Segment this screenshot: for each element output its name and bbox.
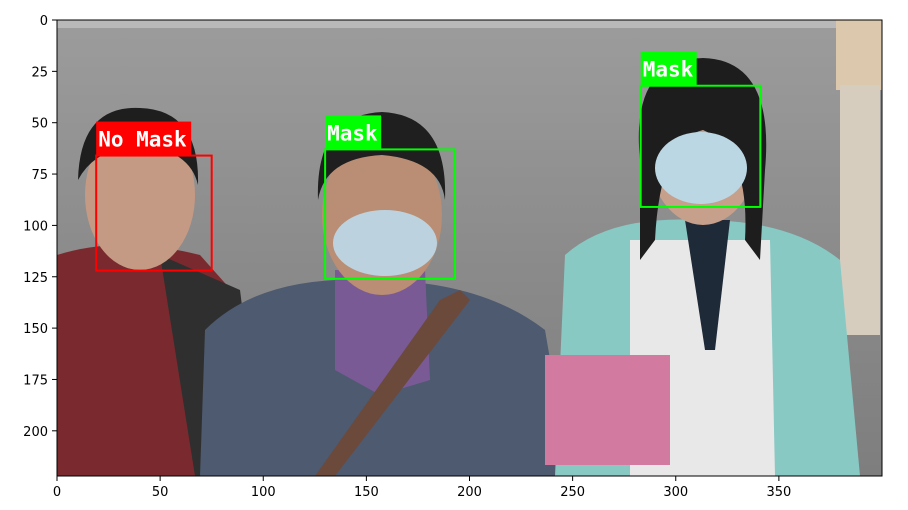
y-tick-label: 175 <box>23 373 48 388</box>
y-tick-label: 50 <box>31 117 48 132</box>
x-tick-label: 200 <box>457 485 482 500</box>
y-tick-label: 150 <box>23 322 48 337</box>
y-tick-label: 25 <box>31 65 48 80</box>
detection-label: No Mask <box>98 128 187 152</box>
x-tick-label: 100 <box>251 485 276 500</box>
detection-label-bg <box>640 51 697 86</box>
detection-label-bg <box>96 121 192 156</box>
x-tick-label: 300 <box>663 485 688 500</box>
y-tick-label: 100 <box>23 219 48 234</box>
y-tick-label: 0 <box>40 14 48 29</box>
detection-label-bg <box>325 115 382 150</box>
x-tick-label: 350 <box>766 485 791 500</box>
y-tick-label: 75 <box>31 168 48 183</box>
y-tick-label: 200 <box>23 425 48 440</box>
detection-label: Mask <box>327 121 378 145</box>
x-tick-label: 150 <box>354 485 379 500</box>
street-photo <box>57 20 882 476</box>
detection-label: Mask <box>643 58 694 82</box>
x-tick-label: 0 <box>53 485 61 500</box>
detection-box <box>639 84 762 208</box>
x-tick-label: 250 <box>560 485 585 500</box>
detection-box <box>324 148 457 280</box>
axis-ticks: 0 50 100 150 200 250 300 350 0 25 50 75 100 125 150 175… <box>23 14 791 500</box>
x-tick-label: 50 <box>152 485 169 500</box>
y-tick-label: 125 <box>23 271 48 286</box>
detection-boxes: No Mask Mask Mask <box>95 51 762 280</box>
